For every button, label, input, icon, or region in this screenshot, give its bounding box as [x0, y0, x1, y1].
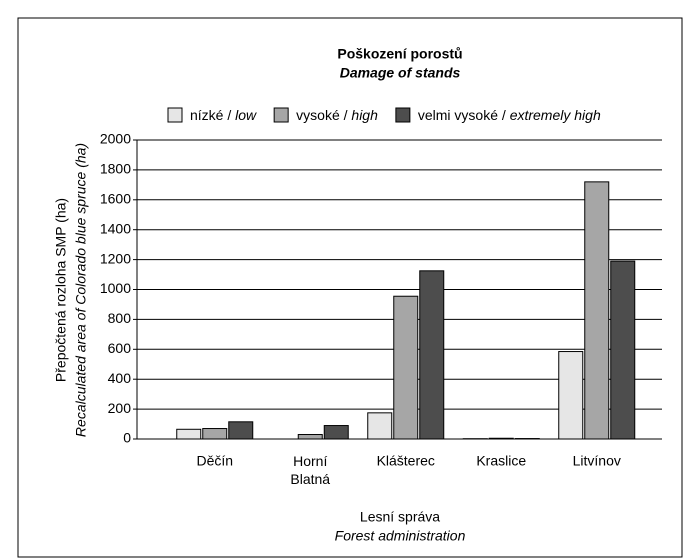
legend-swatch [395, 107, 411, 123]
y-tick-label: 1600 [100, 191, 131, 207]
legend-label: velmi vysoké / extremely high [418, 107, 601, 123]
bar [176, 428, 202, 440]
y-tick-label: 200 [108, 400, 132, 416]
bar [297, 434, 323, 440]
legend-swatch [273, 107, 289, 123]
y-axis-title-en: Recalculated area of Colorado blue spruc… [73, 143, 89, 437]
x-axis-title: Lesní správa [360, 509, 440, 525]
y-tick-label: 400 [108, 370, 132, 386]
legend-label: vysoké / high [296, 107, 378, 123]
bar [367, 412, 393, 440]
chart-subtitle: Damage of stands [340, 65, 461, 81]
legend-label: nízké / low [190, 107, 257, 123]
x-tick-label: Horní Blatná [290, 453, 330, 487]
x-axis-title-en: Forest administration [335, 528, 466, 544]
x-tick-label: Litvínov [573, 453, 621, 469]
x-tick-label: Klášterec [377, 453, 435, 469]
frame [17, 17, 683, 558]
y-tick-label: 1400 [100, 220, 131, 236]
bar [228, 421, 254, 440]
bar [393, 295, 419, 440]
bar [558, 351, 584, 440]
bar [202, 428, 228, 440]
y-tick-label: 2000 [100, 131, 131, 147]
y-tick-label: 0 [123, 430, 131, 446]
bar [323, 425, 349, 440]
x-tick-label: Kraslice [476, 453, 526, 469]
bar [419, 270, 445, 440]
bar [610, 260, 636, 440]
y-tick-label: 1000 [100, 280, 131, 296]
legend-swatch [167, 107, 183, 123]
y-axis-title: Přepočtená rozloha SMP (ha) [53, 198, 69, 382]
y-tick-label: 1200 [100, 250, 131, 266]
chart-title: Poškození porostů [337, 46, 462, 62]
y-tick-label: 1800 [100, 161, 131, 177]
bar [584, 181, 610, 440]
y-tick-label: 600 [108, 340, 132, 356]
y-tick-label: 800 [108, 310, 132, 326]
x-tick-label: Děčín [196, 453, 233, 469]
